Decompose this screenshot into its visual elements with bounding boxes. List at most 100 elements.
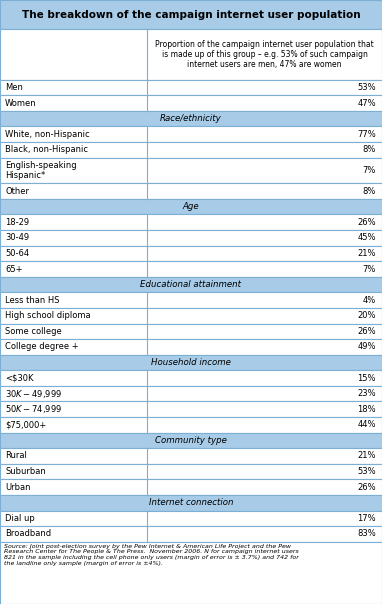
Text: Proportion of the campaign internet user population that
is made up of this grou: Proportion of the campaign internet user… [155,40,374,69]
Text: 83%: 83% [357,529,376,538]
Text: High school diploma: High school diploma [5,311,91,320]
Text: 20%: 20% [358,311,376,320]
Text: $30K-$49,999: $30K-$49,999 [5,388,62,400]
Text: Race/ethnicity: Race/ethnicity [160,114,222,123]
Bar [0,542,382,604]
Text: Internet connection: Internet connection [149,498,233,507]
Text: 53%: 53% [358,467,376,476]
Text: 26%: 26% [358,483,376,492]
Text: 23%: 23% [358,389,376,398]
Bar [0,158,382,183]
Bar [0,495,382,510]
Bar [0,199,382,214]
Text: 44%: 44% [358,420,376,429]
Text: 18%: 18% [358,405,376,414]
Bar [0,386,382,402]
Bar [0,261,382,277]
Bar [0,339,382,355]
Text: 53%: 53% [358,83,376,92]
Text: The breakdown of the campaign internet user population: The breakdown of the campaign internet u… [22,10,360,20]
Bar [0,126,382,142]
Text: 17%: 17% [358,514,376,523]
Text: 77%: 77% [357,130,376,139]
Text: Black, non-Hispanic: Black, non-Hispanic [5,146,88,155]
Bar [0,95,382,111]
Text: 45%: 45% [358,233,376,242]
Text: Some college: Some college [5,327,62,336]
Bar [0,261,382,277]
Text: 21%: 21% [358,451,376,460]
Text: 47%: 47% [358,98,376,108]
Text: 7%: 7% [363,166,376,175]
Bar [0,183,382,199]
Bar [0,0,382,30]
Text: Less than HS: Less than HS [5,296,60,304]
Bar [0,142,382,158]
Bar [0,495,382,510]
Bar [0,480,382,495]
Bar [0,30,382,80]
Bar [0,448,382,464]
Bar [0,199,382,214]
Text: 18-29: 18-29 [5,218,29,226]
Bar [0,80,382,95]
Text: Rural: Rural [5,451,27,460]
Bar [0,526,382,542]
Text: Women: Women [5,98,37,108]
Bar [0,542,382,604]
Bar [0,95,382,111]
Bar [0,111,382,126]
Text: 50-64: 50-64 [5,249,29,258]
Text: Broadband: Broadband [5,529,51,538]
Text: 8%: 8% [363,187,376,196]
Bar [0,464,382,480]
Text: 26%: 26% [358,218,376,226]
Text: Suburban: Suburban [5,467,46,476]
Bar [0,355,382,370]
Text: $75,000+: $75,000+ [5,420,46,429]
Bar [0,111,382,126]
Bar [0,432,382,448]
Bar [0,230,382,246]
Text: Men: Men [5,83,23,92]
Bar [0,370,382,386]
Bar [0,402,382,417]
Bar [0,214,382,230]
Bar [0,355,382,370]
Text: Other: Other [5,187,29,196]
Bar [0,246,382,261]
Bar [0,308,382,324]
Text: Urban: Urban [5,483,31,492]
Text: 4%: 4% [363,296,376,304]
Text: 7%: 7% [363,265,376,274]
Bar [0,464,382,480]
Bar [0,448,382,464]
Bar [0,158,382,183]
Text: Age: Age [183,202,199,211]
Bar [0,526,382,542]
Text: 21%: 21% [358,249,376,258]
Text: White, non-Hispanic: White, non-Hispanic [5,130,90,139]
Bar [0,480,382,495]
Bar [0,246,382,261]
Bar [0,339,382,355]
Bar [0,142,382,158]
Bar [0,510,382,526]
Bar [0,292,382,308]
Bar [0,370,382,386]
Text: Community type: Community type [155,436,227,445]
Bar [0,126,382,142]
Text: Household income: Household income [151,358,231,367]
Text: Educational attainment: Educational attainment [141,280,241,289]
Bar [0,308,382,324]
Bar [0,417,382,432]
Text: 30-49: 30-49 [5,233,29,242]
Bar [0,0,382,30]
Bar [0,214,382,230]
Text: 49%: 49% [358,342,376,352]
Bar [0,386,382,402]
Text: 26%: 26% [358,327,376,336]
Bar [0,277,382,292]
Bar [0,432,382,448]
Text: <$30K: <$30K [5,373,34,382]
